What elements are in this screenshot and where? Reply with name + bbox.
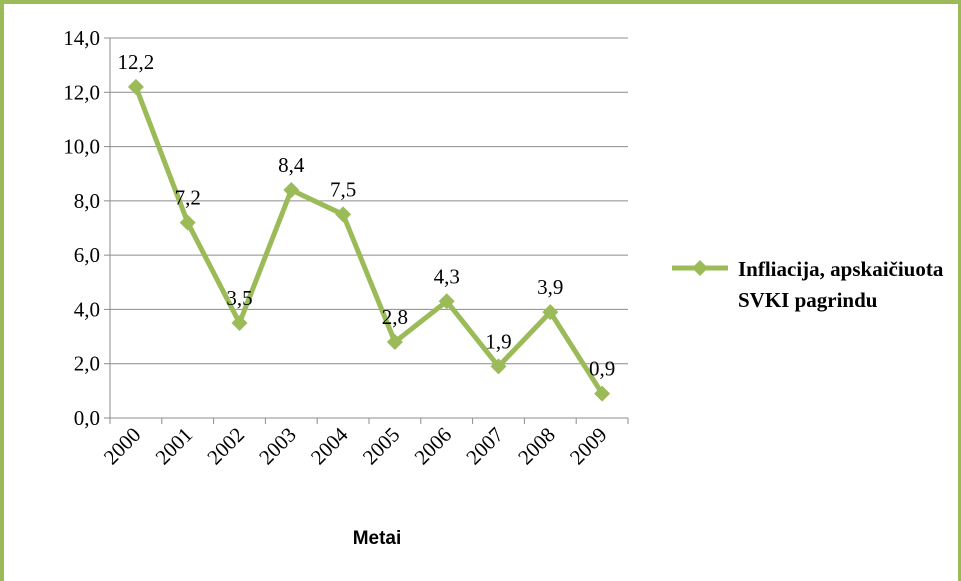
x-tick-label: 2002	[202, 423, 249, 470]
data-point	[231, 315, 248, 331]
x-tick-label: 2008	[513, 423, 560, 470]
x-tick-label: 2001	[151, 423, 198, 470]
data-label: 1,9	[485, 329, 511, 353]
x-tick-label: 2004	[306, 422, 353, 469]
data-point	[594, 385, 611, 402]
y-tick-label: 8,0	[74, 189, 100, 213]
data-label: 3,5	[226, 286, 252, 310]
y-tick-label: 0,0	[74, 406, 100, 430]
series-line	[133, 85, 605, 395]
data-point	[283, 182, 300, 198]
data-label: 3,9	[537, 275, 563, 299]
data-point	[438, 293, 455, 310]
data-label: 8,4	[278, 153, 305, 177]
x-tick-label: 2005	[358, 423, 405, 470]
y-tick-label: 12,0	[63, 80, 100, 104]
x-tick-label: 2006	[410, 423, 457, 470]
data-label: 4,3	[434, 264, 460, 288]
x-tick-label: 2003	[254, 423, 301, 470]
legend-marker-icon	[692, 260, 708, 276]
data-point	[490, 358, 507, 375]
data-point	[542, 304, 559, 321]
y-tick-label: 2,0	[74, 352, 100, 376]
data-label: 12,2	[118, 50, 155, 74]
x-tick-label: 2009	[565, 423, 612, 470]
data-label: 0,9	[589, 357, 615, 381]
legend-label: Infliacija, apskaičiuota SVKI pagrindu	[738, 257, 944, 312]
y-tick-label: 10,0	[63, 135, 100, 159]
y-tick-label: 4,0	[74, 297, 100, 321]
y-tick-label: 14,0	[63, 26, 100, 50]
data-point	[335, 206, 352, 223]
x-tick-label: 2007	[461, 423, 508, 470]
data-point	[386, 334, 403, 350]
x-tick-label: 2000	[99, 423, 146, 470]
data-point	[179, 214, 196, 231]
data-label: 2,8	[382, 305, 408, 329]
data-point	[127, 78, 144, 95]
x-axis-label: Metai	[352, 528, 402, 549]
y-tick-label: 6,0	[74, 243, 100, 267]
data-label: 7,2	[175, 186, 201, 210]
data-label: 7,5	[330, 177, 356, 201]
